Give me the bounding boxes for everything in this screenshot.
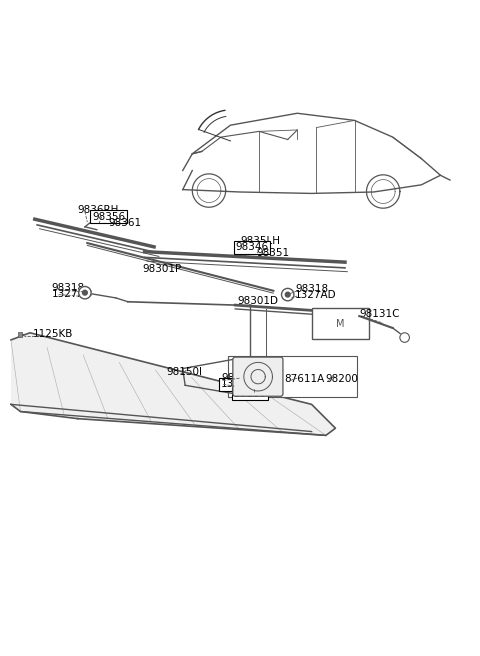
Text: 98301P: 98301P	[142, 264, 181, 274]
Text: 98318: 98318	[295, 284, 328, 294]
Text: 98356: 98356	[92, 212, 125, 222]
Text: 1311AA: 1311AA	[221, 379, 262, 389]
FancyBboxPatch shape	[312, 308, 369, 339]
Text: M: M	[336, 319, 345, 329]
Polygon shape	[11, 333, 336, 436]
Text: 98150I: 98150I	[166, 367, 202, 377]
Text: 98200: 98200	[325, 374, 358, 384]
Text: 98361: 98361	[109, 218, 142, 228]
Text: 1327AD: 1327AD	[295, 289, 336, 300]
FancyBboxPatch shape	[233, 357, 283, 396]
Text: 98346: 98346	[235, 242, 268, 253]
Text: 1327AD: 1327AD	[51, 289, 93, 298]
Text: 98100: 98100	[233, 389, 266, 399]
Circle shape	[281, 289, 294, 301]
Text: 98131C: 98131C	[360, 309, 400, 319]
Text: 87611A: 87611A	[284, 374, 324, 384]
Text: 98110: 98110	[221, 373, 254, 383]
Circle shape	[83, 291, 87, 295]
Text: 9836RH: 9836RH	[78, 205, 119, 215]
FancyBboxPatch shape	[18, 332, 22, 337]
Circle shape	[79, 287, 91, 299]
FancyBboxPatch shape	[228, 356, 357, 397]
Text: 98318: 98318	[51, 283, 84, 293]
Circle shape	[285, 292, 290, 297]
Text: 1125KB: 1125KB	[33, 329, 73, 339]
Text: 98301D: 98301D	[238, 297, 278, 306]
Circle shape	[400, 333, 409, 342]
Text: 9835LH: 9835LH	[240, 236, 280, 245]
Text: 98351: 98351	[257, 248, 290, 258]
